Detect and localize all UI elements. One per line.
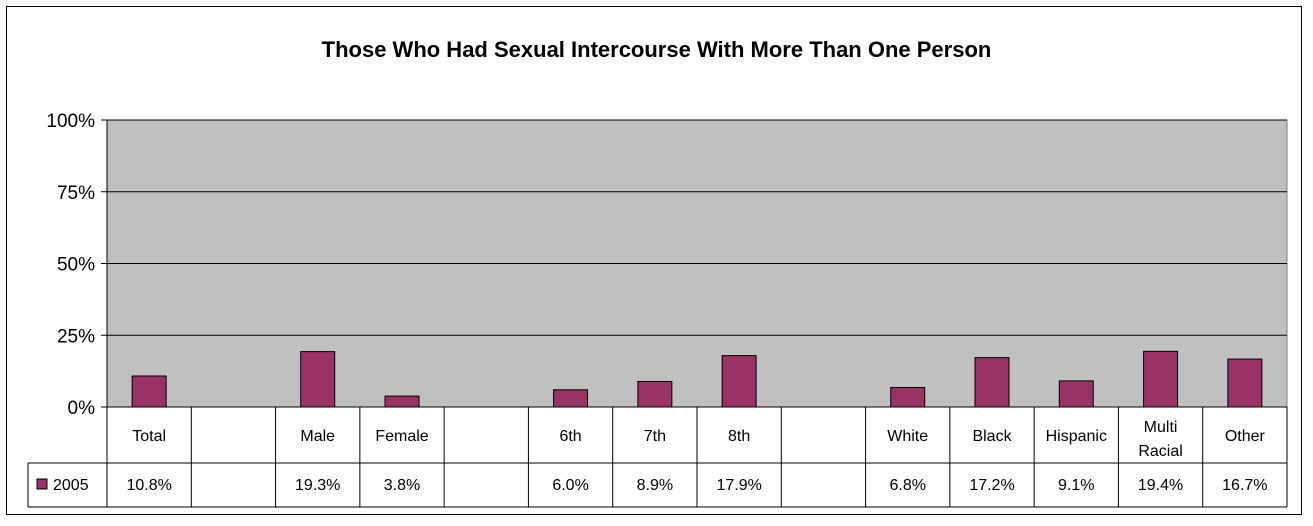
legend-swatch [36,478,48,490]
data-label: 6.8% [889,477,925,494]
category-label: Black [972,428,1012,445]
y-tick-label: 75% [57,183,95,204]
data-label: 9.1% [1058,477,1094,494]
y-tick-label: 25% [57,326,95,347]
category-label: Male [300,428,335,445]
category-label: White [887,428,928,445]
bar [890,386,926,408]
y-tick-label: 50% [57,255,95,276]
y-tick-label: 100% [46,111,95,132]
data-label: 17.9% [716,477,761,494]
category-label: Hispanic [1046,428,1107,445]
data-label: 8.9% [637,477,673,494]
bar [637,380,673,408]
data-label: 19.3% [295,477,340,494]
category-label: Total [132,428,166,445]
bar [1058,380,1094,408]
bar [131,375,167,408]
chart-title: Those Who Had Sexual Intercourse With Mo… [321,37,992,62]
bar [384,395,420,408]
category-label: Other [1225,428,1266,445]
bar [1143,350,1179,408]
category-label: Multi [1144,419,1178,436]
data-label: 17.2% [969,477,1014,494]
data-label: 16.7% [1222,477,1267,494]
category-label: Racial [1138,443,1182,460]
category-label: 7th [644,428,666,445]
bar [553,389,589,408]
category-label: 8th [728,428,750,445]
bar [721,355,757,408]
y-tick-label: 0% [68,398,96,419]
bar [974,357,1010,408]
data-label: 6.0% [552,477,588,494]
data-label: 10.8% [126,477,171,494]
data-label: 19.4% [1138,477,1183,494]
bar [1227,358,1263,408]
category-label: 6th [559,428,581,445]
legend-series-name: 2005 [53,477,89,494]
data-label: 3.8% [384,477,420,494]
category-label: Female [375,428,428,445]
bar [300,351,336,408]
